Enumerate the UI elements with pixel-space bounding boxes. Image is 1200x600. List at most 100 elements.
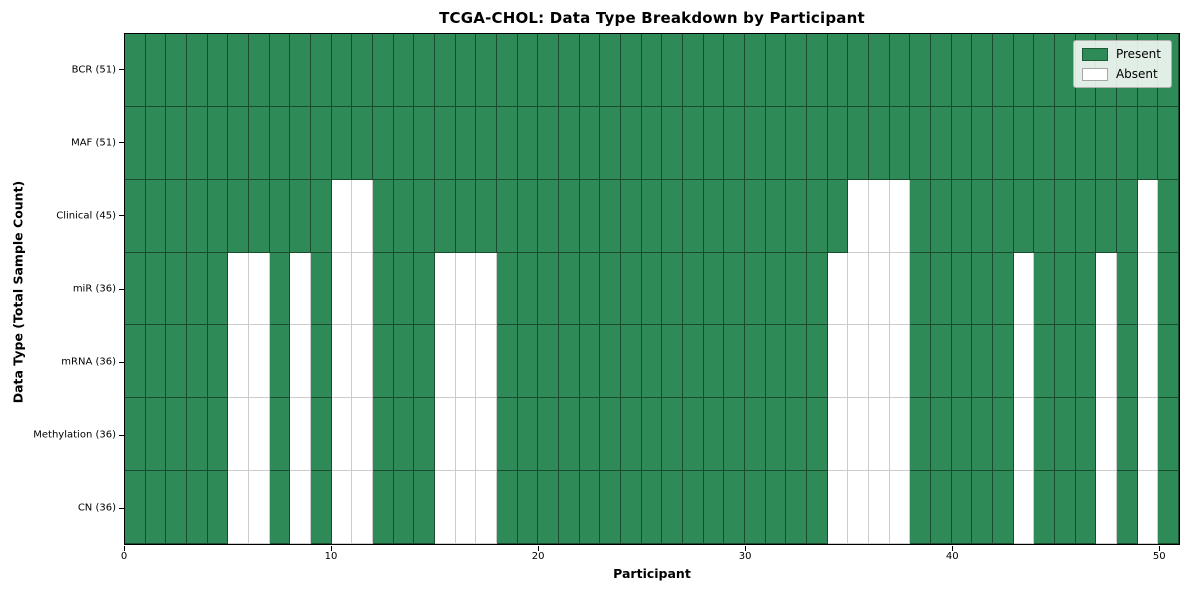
chart-title: TCGA-CHOL: Data Type Breakdown by Partic…	[439, 9, 865, 27]
heatmap-cell	[414, 398, 435, 472]
heatmap-cell	[186, 398, 208, 472]
x-tick-label: 30	[738, 551, 752, 562]
heatmap-cell	[1158, 179, 1179, 253]
heatmap-cell	[207, 398, 229, 472]
heatmap-cell	[703, 398, 725, 472]
heatmap-cell	[1034, 252, 1055, 326]
heatmap-cell	[951, 325, 973, 399]
heatmap-cell	[1034, 471, 1055, 544]
heatmap-cell	[827, 471, 849, 544]
legend: Present Absent	[1072, 40, 1172, 88]
heatmap-cell	[744, 252, 766, 326]
heatmap-cell	[827, 252, 849, 326]
heatmap-cell	[352, 398, 373, 472]
y-tick-label: Methylation (36)	[33, 429, 116, 441]
heatmap-cell	[145, 471, 167, 544]
heatmap-cell	[228, 325, 249, 399]
heatmap-cell	[145, 106, 167, 180]
heatmap-cell	[662, 34, 683, 107]
heatmap-cell	[248, 325, 270, 399]
heatmap-cell	[434, 179, 456, 253]
heatmap-cell	[455, 252, 477, 326]
absent-swatch-icon	[1081, 67, 1108, 81]
heatmap-cell	[310, 398, 332, 472]
y-tick-label: CN (36)	[77, 502, 116, 514]
y-tick-mark	[119, 288, 124, 290]
heatmap-cell	[125, 179, 146, 253]
heatmap-cell	[248, 252, 270, 326]
heatmap-cell	[620, 471, 642, 544]
heatmap-cell	[930, 106, 952, 180]
heatmap-cell	[930, 471, 952, 544]
heatmap-cell	[414, 325, 435, 399]
heatmap-cell	[1013, 34, 1035, 107]
heatmap-cell	[331, 398, 353, 472]
heatmap-cell	[1116, 471, 1138, 544]
heatmap-cell	[703, 325, 725, 399]
heatmap-cell	[1075, 398, 1097, 472]
heatmap-cell	[166, 252, 187, 326]
heatmap-cell	[662, 179, 683, 253]
y-tick-mark	[119, 69, 124, 71]
heatmap-cell	[703, 471, 725, 544]
heatmap-cell	[930, 325, 952, 399]
heatmap-cell	[290, 471, 311, 544]
heatmap-cell	[558, 325, 580, 399]
heatmap-cell	[1013, 106, 1035, 180]
heatmap-cell	[992, 34, 1014, 107]
heatmap-cell	[476, 34, 497, 107]
heatmap-cell	[848, 325, 869, 399]
heatmap-cell	[620, 252, 642, 326]
heatmap-cell	[972, 398, 993, 472]
heatmap-cell	[310, 106, 332, 180]
heatmap-cell	[1013, 252, 1035, 326]
heatmap-cell	[393, 34, 415, 107]
heatmap-cell	[641, 106, 663, 180]
heatmap-cell	[1137, 106, 1159, 180]
heatmap-cell	[1054, 106, 1076, 180]
heatmap-cell	[145, 398, 167, 472]
heatmap-cell	[992, 252, 1014, 326]
heatmap-cell	[703, 106, 725, 180]
heatmap-cell	[1137, 252, 1159, 326]
heatmap-cell	[414, 252, 435, 326]
x-axis-title: Participant	[613, 566, 691, 581]
heatmap-cell	[352, 106, 373, 180]
heatmap-cell	[827, 34, 849, 107]
y-tick-mark	[119, 507, 124, 509]
y-tick-label: MAF (51)	[71, 137, 116, 149]
heatmap-cell	[724, 252, 745, 326]
heatmap-cell	[538, 252, 559, 326]
heatmap-cell	[496, 398, 518, 472]
heatmap-cell	[910, 252, 931, 326]
heatmap-cell	[1013, 325, 1035, 399]
heatmap-cell	[765, 179, 787, 253]
heatmap-cell	[1116, 398, 1138, 472]
heatmap-cell	[641, 252, 663, 326]
heatmap-cell	[1054, 179, 1076, 253]
heatmap-cell	[1013, 471, 1035, 544]
heatmap-cell	[228, 34, 249, 107]
heatmap-cell	[228, 252, 249, 326]
heatmap-cell	[703, 34, 725, 107]
heatmap-cell	[662, 471, 683, 544]
heatmap-cell	[393, 106, 415, 180]
heatmap-cell	[703, 252, 725, 326]
heatmap-cell	[538, 398, 559, 472]
heatmap-cell	[517, 325, 539, 399]
heatmap-cell	[889, 34, 911, 107]
heatmap-cell	[228, 179, 249, 253]
heatmap-cell	[248, 179, 270, 253]
heatmap-cell	[207, 325, 229, 399]
heatmap-cell	[620, 179, 642, 253]
heatmap-cell	[682, 179, 704, 253]
y-tick-label: mRNA (36)	[61, 356, 116, 368]
heatmap-cell	[579, 252, 601, 326]
heatmap-cell	[868, 252, 890, 326]
heatmap-cell	[1013, 179, 1035, 253]
heatmap-cell	[910, 325, 931, 399]
heatmap-cell	[166, 325, 187, 399]
heatmap-cell	[393, 252, 415, 326]
heatmap-cell	[972, 471, 993, 544]
heatmap-cell	[682, 106, 704, 180]
